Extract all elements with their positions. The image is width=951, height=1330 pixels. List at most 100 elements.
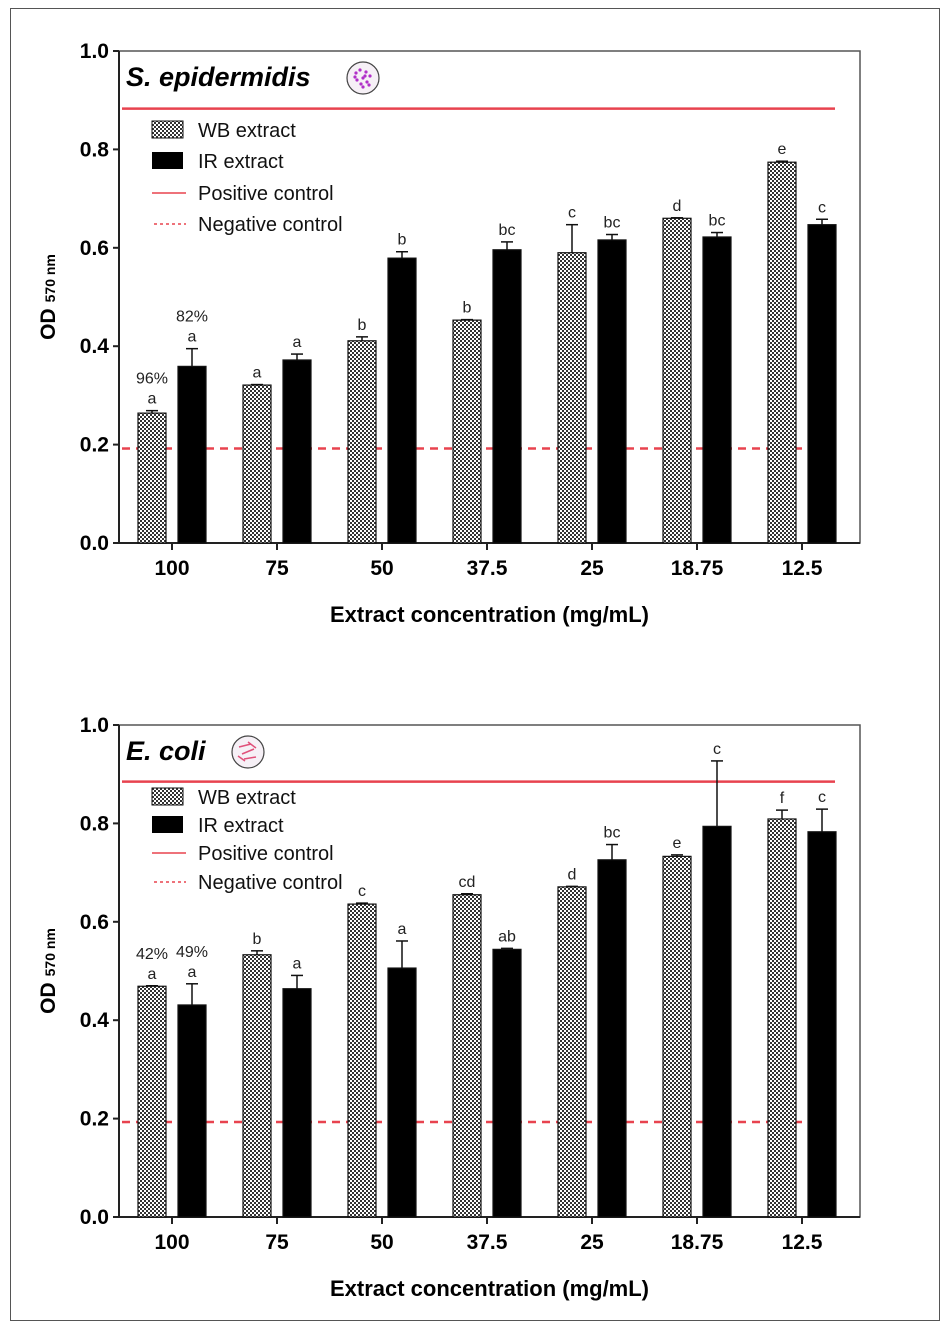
x-tick-label: 50 [370,1231,393,1254]
legend-item: Negative control [154,872,343,894]
legend-swatch-wb [151,120,184,139]
legend-item: Negative control [154,214,343,236]
y-tick-label: 0.6 [80,237,109,260]
panel-title: S. epidermidis [126,62,311,92]
x-tick-label: 37.5 [467,557,508,580]
legend-label: IR extract [198,815,284,837]
bar-ir [492,249,522,544]
icon-coccus [363,74,367,78]
x-tick-label: 12.5 [782,1231,823,1254]
bar-ir [597,239,627,544]
bar-ir [807,831,837,1218]
significance-letter: a [398,921,407,938]
x-tick-label: 50 [370,557,393,580]
significance-letter: c [818,199,826,216]
legend-item: Positive control [152,183,334,205]
bar-wb [452,319,482,544]
bar-ir [597,859,627,1218]
icon-coccus [355,78,359,82]
significance-letter: cd [459,874,476,891]
y-axis-label-main: OD [37,982,60,1014]
icon-bacillus [241,748,255,755]
x-tick-label: 12.5 [782,557,823,580]
x-tick-label: 100 [154,557,189,580]
y-tick-label: 0.8 [80,812,110,835]
y-tick-label: 1.0 [80,714,109,737]
significance-letter: a [293,955,302,972]
bar-wb [347,903,377,1218]
bacilli-bacteria-icon [231,735,265,769]
significance-letter: c [568,205,576,222]
legend-item: IR extract [152,151,284,173]
bar-ir [702,825,732,1218]
legend-swatch-wb [151,787,184,806]
significance-letter: a [148,966,157,983]
chart-panel-0: 0.0 0.2 0.4 0.6 0.8 1.0 OD 570 nm 100 75 50 37.5 25 1… [37,40,861,627]
x-tick-label: 18.75 [671,1231,724,1254]
x-axis-title: Extract concentration (mg/mL) [330,602,649,627]
cocci-bacteria-icon [346,61,380,95]
significance-letter: e [673,835,682,852]
significance-letter: a [188,329,197,346]
y-tick-label: 0.2 [80,1108,109,1131]
bar-wb [767,161,797,544]
significance-letter: a [148,391,157,408]
icon-coccus [365,80,369,84]
icon-bacillus [238,743,252,748]
icon-coccus [364,70,368,74]
x-tick-label: 75 [265,1231,289,1254]
y-tick-label: 0.8 [80,138,110,161]
x-tick-label: 100 [154,1231,189,1254]
inhibition-percent-label: 82% [176,309,208,326]
icon-coccus [368,74,372,78]
y-tick-label: 1.0 [80,40,109,63]
significance-letter: f [780,790,785,807]
icon-coccus [361,85,365,89]
y-axis-label: OD 570 nm [37,928,60,1014]
y-tick-label: 0.6 [80,911,109,934]
significance-letter: c [358,883,366,900]
significance-letter: a [188,964,197,981]
bar-wb [137,985,167,1218]
y-tick-label: 0.4 [80,1009,110,1032]
y-tick-label: 0.2 [80,434,109,457]
figure-border [10,8,940,1321]
bar-ir [282,988,312,1218]
bar-wb [662,217,692,544]
inhibition-percent-label: 96% [136,371,168,388]
icon-bacillus [243,756,257,760]
icon-bacillus [237,755,246,762]
significance-letter: c [713,741,721,758]
bar-ir [177,1004,207,1218]
significance-letter: c [818,789,826,806]
bar-ir [387,257,417,544]
icon-coccus [358,68,362,72]
significance-letter: bc [709,213,726,230]
significance-letter: b [398,232,407,249]
legend-swatch-ir [152,152,183,169]
y-axis-label: OD 570 nm [37,254,60,340]
y-tick-label: 0.4 [80,335,110,358]
panel-title: E. coli [126,736,206,766]
icon-coccus [354,71,358,75]
bar-wb [347,340,377,544]
x-tick-label: 75 [265,557,289,580]
legend-label: WB extract [198,120,296,142]
y-tick-label: 0.0 [80,532,109,555]
significance-letter: d [673,198,682,215]
icon-coccus [359,82,363,86]
bar-wb [557,252,587,544]
x-tick-label: 18.75 [671,557,724,580]
bar-wb [242,954,272,1218]
legend-item: WB extract [151,787,296,809]
legend-item: WB extract [151,120,296,142]
icon-coccus [361,76,365,80]
legend-label: WB extract [198,787,296,809]
bar-ir [387,967,417,1218]
significance-letter: a [253,365,262,382]
inhibition-percent-label: 49% [176,944,208,961]
bar-wb [662,855,692,1218]
bar-wb [452,894,482,1218]
significance-letter: ab [498,928,516,945]
